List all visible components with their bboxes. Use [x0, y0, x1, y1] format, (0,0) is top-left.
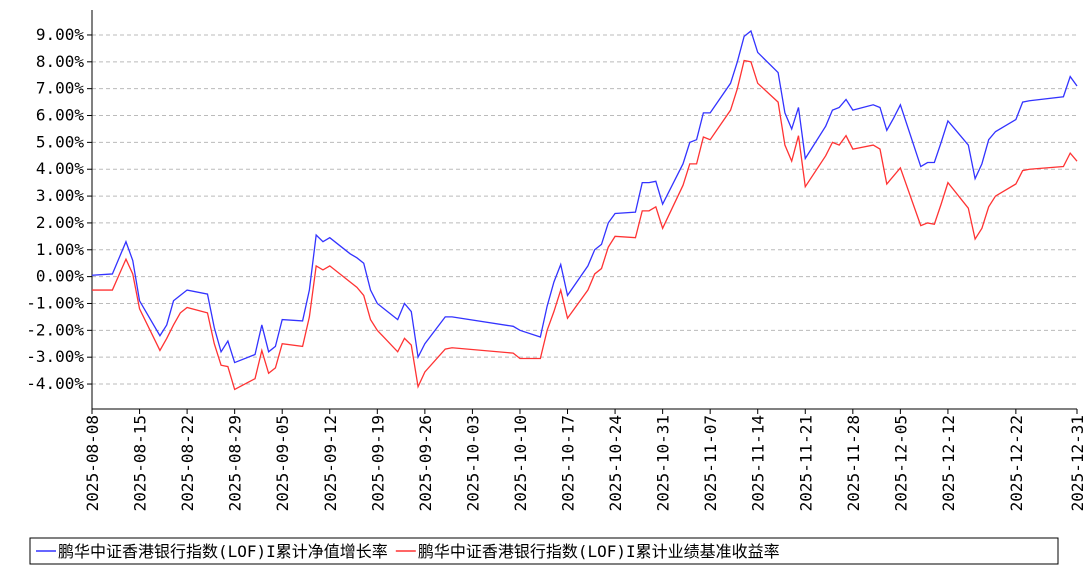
x-tick-label: 2025-09-05 — [273, 415, 292, 511]
y-tick-label: 5.00% — [36, 132, 85, 151]
legend-label: 鹏华中证香港银行指数(LOF)I累计净值增长率 — [58, 542, 388, 561]
legend: 鹏华中证香港银行指数(LOF)I累计净值增长率 鹏华中证香港银行指数(LOF)I累… — [29, 537, 1059, 565]
x-tick-label: 2025-11-21 — [796, 415, 815, 511]
y-tick-label: 6.00% — [36, 106, 85, 125]
x-tick-label: 2025-08-22 — [178, 415, 197, 511]
x-tick-label: 2025-10-17 — [559, 415, 578, 511]
x-tick-label: 2025-09-19 — [368, 415, 387, 511]
legend-box — [29, 537, 1059, 565]
y-tick-label: -1.00% — [26, 293, 84, 312]
series-line — [92, 59, 1078, 391]
x-tick-label: 2025-08-08 — [83, 415, 102, 511]
x-tick-label: 2025-11-14 — [749, 415, 768, 511]
x-tick-label: 2025-08-29 — [226, 415, 245, 511]
y-tick-label: 3.00% — [36, 186, 85, 205]
series-line — [91, 29, 1078, 364]
y-tick-label: 1.00% — [36, 240, 85, 259]
y-tick-label: 2.00% — [36, 213, 85, 232]
y-tick-label: -4.00% — [26, 374, 84, 393]
y-tick-label: 4.00% — [36, 159, 85, 178]
x-tick-label: 2025-12-05 — [891, 415, 910, 511]
x-tick-label: 2025-11-07 — [701, 415, 720, 511]
y-tick-label: 7.00% — [36, 79, 85, 98]
x-tick-label: 2025-11-28 — [844, 415, 863, 511]
y-tick-label: 9.00% — [36, 25, 85, 44]
x-tick-label: 2025-10-31 — [654, 415, 673, 511]
y-tick-label: -3.00% — [26, 347, 84, 366]
x-tick-label: 2025-12-12 — [939, 415, 958, 511]
x-tick-label: 2025-10-24 — [606, 415, 625, 511]
x-tick-label: 2025-09-26 — [416, 415, 435, 511]
y-tick-label: 8.00% — [36, 52, 85, 71]
x-tick-label: 2025-12-22 — [1007, 415, 1026, 511]
x-tick-label: 2025-09-12 — [321, 415, 340, 511]
x-tick-label: 2025-10-03 — [463, 415, 482, 511]
legend-label: 鹏华中证香港银行指数(LOF)I累计业绩基准收益率 — [418, 542, 780, 561]
x-tick-label: 2025-12-31 — [1068, 415, 1087, 511]
x-tick-label: 2025-10-10 — [511, 415, 530, 511]
y-tick-label: 0.00% — [36, 267, 85, 286]
y-tick-label: -2.00% — [26, 320, 84, 339]
x-tick-label: 2025-08-15 — [131, 415, 150, 511]
